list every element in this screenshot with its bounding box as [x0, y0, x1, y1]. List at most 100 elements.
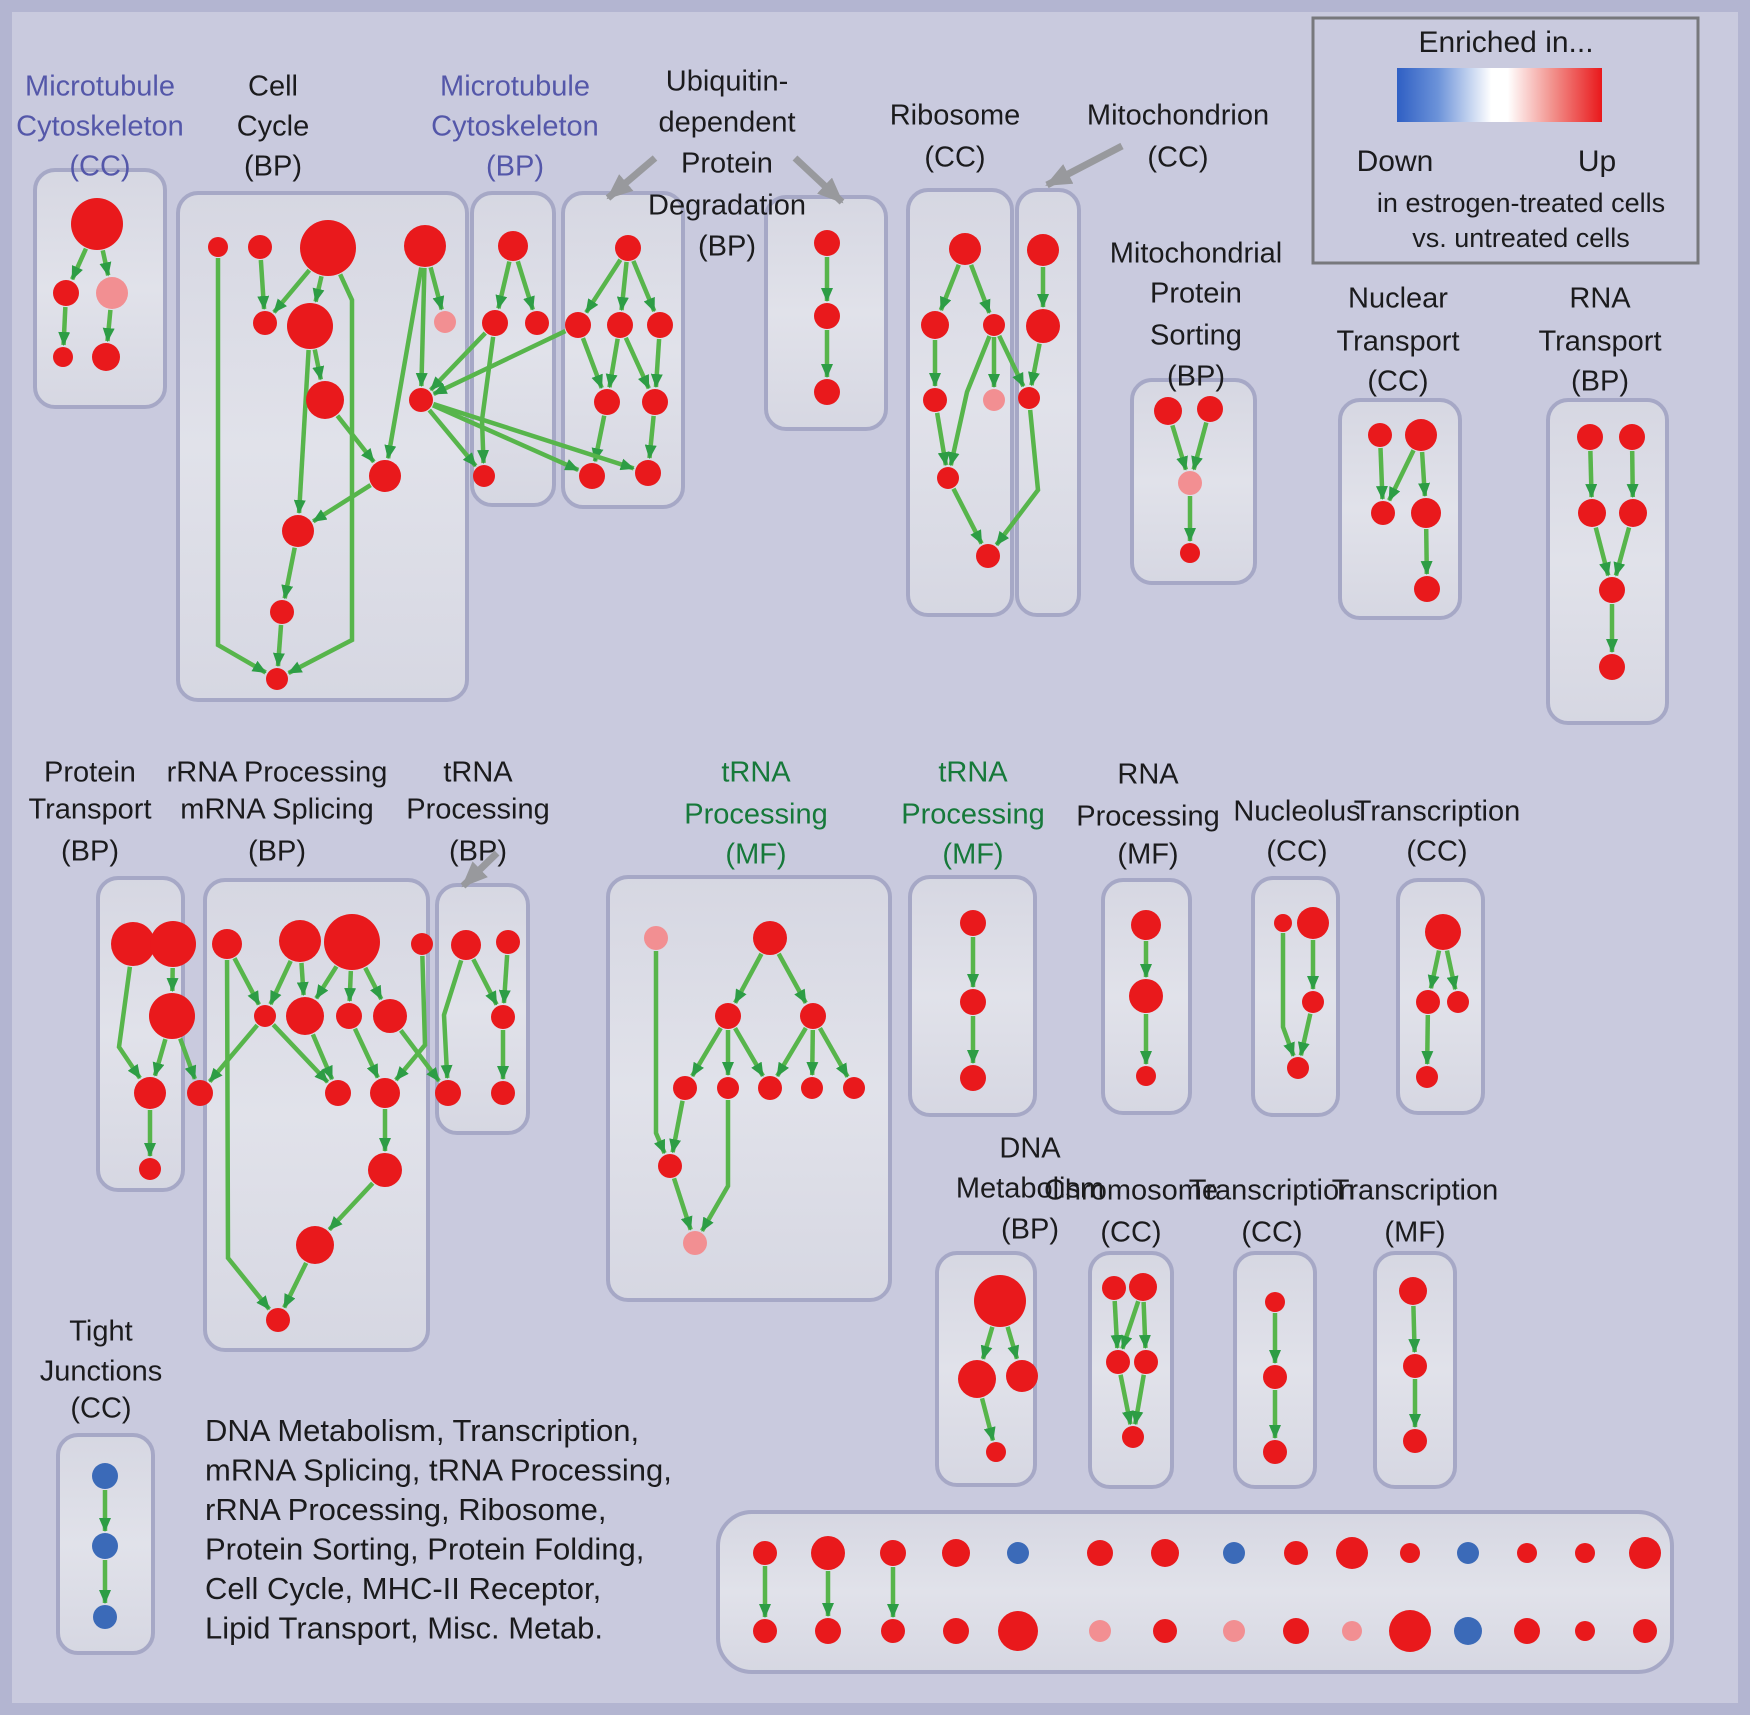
- go-edge-rrna: [268, 959, 293, 1006]
- cluster-label-trna_bp-line2: (BP): [449, 836, 507, 868]
- go-term-node-rrna-R1: [212, 929, 242, 959]
- go-term-node-trna_bp-T1: [451, 930, 481, 960]
- go-edge-rrna: [327, 1181, 375, 1232]
- go-edge-nuc_tr: [1418, 451, 1431, 498]
- go-term-node-trna_bp-T4: [435, 1080, 461, 1106]
- go-edge-upd: [616, 261, 629, 312]
- go-term-node-ribosome-Rb4: [923, 388, 947, 412]
- go-term-node-tight_j-TJ3: [93, 1605, 117, 1629]
- cluster-label-mps-line3: (BP): [1167, 361, 1225, 393]
- go-edge-transcr_cc2: [1427, 950, 1442, 990]
- cluster-label-nuc_tr-line0: Nuclear: [1348, 283, 1448, 315]
- cluster-box-transcr_cc2: [1396, 878, 1485, 1115]
- go-term-node-upd-U1: [615, 235, 641, 261]
- go-term-node-rna_proc-X3: [1136, 1066, 1156, 1086]
- go-edge-cell_cycle: [257, 259, 270, 311]
- misc-node-bottom-8: [1223, 1620, 1245, 1642]
- misc-node-top-15: [1629, 1537, 1661, 1569]
- cluster-label-mito-line1: (CC): [1147, 142, 1208, 174]
- go-term-node-mt_cc-E: [92, 343, 120, 371]
- go-term-node-mito-Mi3: [1018, 387, 1040, 409]
- go-edge-cell_cycle: [312, 275, 325, 303]
- misc-node-bottom-2: [815, 1618, 841, 1644]
- go-edge-upd: [644, 415, 657, 460]
- cluster-box-ribosome: [906, 188, 1014, 617]
- cluster-label-trna_mf_big-line1: Processing: [684, 799, 827, 831]
- go-term-node-mt_bp-M3: [525, 311, 549, 335]
- go-term-node-nuc_tr-N5: [1414, 576, 1440, 602]
- cluster-label-prot_tr-line1: Transport: [28, 794, 151, 826]
- go-term-node-nuc_tr-N1: [1368, 423, 1392, 447]
- go-edge-chromosome: [1138, 1301, 1151, 1350]
- go-edge-rrna: [232, 957, 261, 1006]
- go-term-node-upd-U6: [642, 389, 668, 415]
- go-edge-trna_mf_big: [806, 1029, 819, 1077]
- legend-gradient-bar: [1397, 68, 1602, 122]
- go-term-node-ribosome-Rb5: [983, 389, 1005, 411]
- go-term-node-transcr_cc2-Z2: [1416, 990, 1440, 1014]
- go-edge-trna_mf_big: [733, 1026, 765, 1078]
- cluster-label-tight_j-line2: (CC): [70, 1393, 131, 1425]
- go-term-node-chromosome-C4: [1134, 1350, 1158, 1374]
- misc-node-top-9: [1284, 1541, 1308, 1565]
- go-term-node-upd-U3: [607, 312, 633, 338]
- go-edge-upd: [580, 337, 604, 389]
- go-term-node-mt_cc-B: [53, 280, 79, 306]
- go-edge-rna_tr: [1626, 450, 1639, 499]
- go-edge-rrna: [224, 959, 271, 1311]
- go-term-node-rrna-R5: [254, 1005, 276, 1027]
- go-edge-cell_cycle: [272, 624, 285, 668]
- go-term-node-rna_tr-Q6: [1599, 654, 1625, 680]
- go-term-node-cell_cycle-g: [434, 311, 456, 333]
- cluster-label-mps-line2: Sorting: [1150, 320, 1242, 352]
- go-term-node-trna_mf_big-G2: [753, 921, 787, 955]
- go-edge-rrna: [314, 965, 339, 1000]
- go-edge-cell_cycle: [272, 268, 312, 314]
- go-term-node-upd2-V2: [814, 303, 840, 329]
- cluster-label-prot_tr-line0: Protein: [44, 757, 136, 789]
- go-term-node-trna_mf_small-S2: [960, 989, 986, 1015]
- go-edge-chromosome: [1120, 1300, 1141, 1350]
- go-edge-mt_bp: [515, 260, 535, 311]
- go-term-node-cell_cycle-m: [266, 668, 288, 690]
- go-edge-rrna: [363, 966, 384, 1001]
- go-term-node-cell_cycle-c: [300, 220, 356, 276]
- go-term-node-upd2-V1: [814, 230, 840, 256]
- go-edge-trna_mf_big: [776, 952, 808, 1004]
- go-edge-cell_cycle: [384, 267, 424, 460]
- go-term-node-mito-Mi2: [1026, 309, 1060, 343]
- cluster-label-rna_tr-line2: (BP): [1571, 366, 1629, 398]
- cluster-label-mt_bp-line0: Microtubule: [440, 71, 590, 103]
- cluster-label-transcr_mf-line0: Transcription: [1332, 1175, 1499, 1207]
- go-term-node-trna_mf_big-G3: [715, 1003, 741, 1029]
- cluster-label-prot_tr-line2: (BP): [61, 836, 119, 868]
- footnote-line-5: Cell Cycle, MHC-II Receptor,: [205, 1571, 601, 1606]
- go-term-node-transcr_cc3-W2: [1263, 1365, 1287, 1389]
- go-term-node-upd2-V3: [814, 379, 840, 405]
- go-edge-chromosome: [1118, 1374, 1134, 1426]
- go-term-node-nucleolus-Y2: [1297, 907, 1329, 939]
- cluster-label-transcr_mf-line1: (MF): [1384, 1217, 1445, 1249]
- go-term-node-mt_cc-C: [96, 277, 128, 309]
- go-term-node-rna_proc-X2: [1129, 979, 1163, 1013]
- cluster-label-trna_mf_big-line2: (MF): [725, 839, 786, 871]
- cluster-label-transcr_cc3-line1: (CC): [1241, 1217, 1302, 1249]
- go-edge-trna_bp: [471, 958, 499, 1006]
- go-term-node-nucleolus-Y4: [1287, 1057, 1309, 1079]
- go-edge-cell_cycle: [281, 547, 297, 600]
- cluster-box-chromosome: [1088, 1251, 1174, 1489]
- cluster-label-trna_mf_small-line1: Processing: [901, 799, 1044, 831]
- cluster-label-chromosome-line0: Chromosome: [1044, 1175, 1218, 1207]
- go-term-node-rrna-R8: [373, 999, 407, 1033]
- go-term-node-trna_mf_big-G11: [683, 1231, 707, 1255]
- cluster-label-upd-line0: Ubiquitin-: [666, 66, 789, 98]
- go-term-node-cell_cycle-h: [306, 381, 344, 419]
- go-term-node-mt_cc-A: [71, 198, 123, 250]
- cluster-label-tight_j-line0: Tight: [69, 1316, 132, 1348]
- go-edge-nuc_tr: [1387, 449, 1416, 502]
- misc-node-top-6: [1087, 1540, 1113, 1566]
- footnote-line-4: Protein Sorting, Protein Folding,: [205, 1532, 644, 1567]
- cluster-label-mps-line0: Mitochondrial: [1110, 238, 1282, 270]
- go-term-node-transcr_mf-E1: [1399, 1277, 1427, 1305]
- cluster-label-nuc_tr-line2: (CC): [1367, 366, 1428, 398]
